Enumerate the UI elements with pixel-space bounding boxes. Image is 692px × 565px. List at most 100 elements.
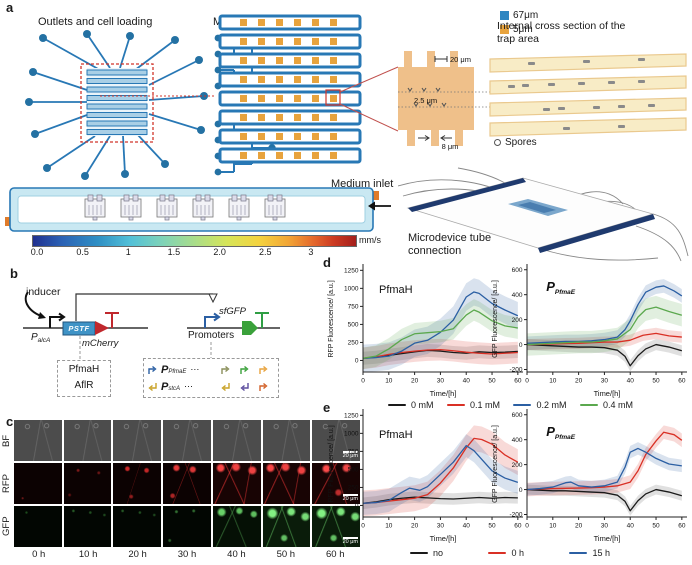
legend-color-dash: [513, 403, 532, 407]
tf-pfmah: PfmaH: [68, 364, 100, 375]
colorbar-tick: 0.5: [76, 247, 89, 257]
spore-icon: [494, 139, 501, 146]
y-tick-label: -200: [509, 367, 522, 374]
plot-annotation: PPfmaE: [546, 279, 576, 296]
micrograph-rfp-1: [63, 463, 112, 504]
plot-annotation: PfmaH: [379, 429, 413, 441]
legend-color-dash: [410, 551, 428, 555]
microdevice-3d-schematic: [398, 167, 689, 262]
micrograph-rfp-2: [113, 463, 162, 504]
trap-inlet-square: [294, 19, 301, 26]
layer-bands: [489, 53, 687, 137]
micrograph-bf-1: [63, 420, 112, 461]
chip-overview-schematic: [25, 30, 208, 180]
micrograph-gfp-4: [212, 506, 261, 547]
legend-label: no: [433, 548, 444, 558]
y-tick-label: 1000: [344, 431, 359, 438]
trap-inlet-square: [294, 57, 301, 64]
series-line: [526, 285, 683, 344]
x-tick-label: 50: [488, 378, 496, 385]
series-band: [363, 491, 518, 510]
time-label: 40 h: [227, 549, 246, 560]
colorbar-tick: 1: [125, 247, 131, 257]
legend-label: 0.4 mM: [602, 400, 633, 410]
time-label: 50 h: [276, 549, 296, 560]
trap-inlet-square: [330, 114, 337, 121]
micrograph-rfp-6: 20 μm: [312, 463, 360, 504]
zoom-region-box: [80, 63, 154, 143]
trap-inlet-square: [312, 57, 319, 64]
series-line: [362, 291, 519, 359]
velocity-colorbar: [32, 235, 357, 247]
trap-inlet-square: [276, 57, 283, 64]
x-tick-label: 10: [549, 523, 557, 530]
trap-inlet-square: [276, 38, 283, 45]
row-label-rfp: RFP: [1, 474, 12, 493]
panel-label-c: c: [6, 414, 14, 429]
legend-label: 0.2 mM: [536, 400, 567, 410]
trap-inlet-square: [330, 95, 337, 102]
slit-lines: [398, 91, 492, 108]
trap-inlet-square: [294, 38, 301, 45]
trap-inlet-square: [312, 152, 319, 159]
channels: [218, 14, 362, 164]
promoter-down-icon: [221, 382, 230, 391]
trap-inlet-square: [258, 114, 265, 121]
y-tick-label: 750: [348, 449, 359, 456]
x-tick-label: 60: [514, 378, 522, 385]
growth-channel: [218, 52, 362, 69]
y-axis-label: GFP Fluorescence/ [a.u.]: [492, 280, 499, 358]
trap-inlet-square: [312, 38, 319, 45]
trap-inlet-square: [312, 76, 319, 83]
x-tick-label: 0: [361, 523, 365, 530]
timelapse-grid: 20 μm 20 μm 20 μm: [14, 420, 360, 547]
tf-aflr: AflR: [74, 380, 94, 391]
flow-simulation-channel: [5, 187, 391, 232]
dim-marks: [418, 56, 452, 141]
y-tick-label: 0: [519, 487, 523, 494]
legend-color-dash: [388, 403, 406, 407]
micrograph-bf-3: [163, 420, 211, 461]
legend-item: no: [410, 548, 443, 558]
plot-annotation: PfmaH: [379, 284, 413, 296]
trap-inlet-square: [240, 76, 247, 83]
promoter-up-icon: [148, 365, 157, 374]
row-label-bf: BF: [1, 434, 12, 447]
inducer-arrowhead: [38, 312, 46, 319]
trap-inlet-square: [258, 95, 265, 102]
colorbar-ticks: 0.0 0.5 1 1.5 2.0 2.5 3: [31, 247, 372, 259]
panel-label-d: d: [323, 255, 331, 270]
x-axis-label: Time/[h]: [594, 534, 621, 543]
mcherry-label: mCherry: [82, 338, 119, 349]
y-axis-label: RFP Fluorescence/ [a.u.]: [328, 425, 335, 502]
series-line: [362, 349, 518, 359]
trap-body: [398, 51, 474, 146]
x-axis-label: Time/[h]: [430, 389, 457, 398]
trap-inlet-square: [240, 133, 247, 140]
micrograph-gfp-1: [63, 506, 112, 547]
plot-annotation: PPfmaE: [546, 424, 576, 441]
growth-channel: [218, 128, 362, 145]
trap-inlet-square: [258, 57, 265, 64]
panel-label-a: a: [6, 0, 14, 15]
trap-inlet-square: [330, 152, 337, 159]
x-tick-label: 20: [575, 523, 583, 530]
micrograph-rfp-5: [262, 463, 311, 504]
micrograph-rfp-3: [163, 463, 211, 504]
promoter-up-icon: [221, 365, 230, 374]
x-tick-label: 40: [463, 378, 471, 385]
colorbar-tick: 1.5: [167, 247, 181, 257]
slab-edge-right: [538, 214, 655, 253]
legend-label: 5μm: [513, 24, 533, 35]
series-line: [526, 447, 682, 491]
genetic-construct-schematic: [23, 291, 280, 360]
legend-item: 0.2 mM: [513, 400, 567, 410]
series-band: [527, 484, 682, 516]
micrograph-gfp-5: [262, 506, 311, 547]
spores-label: Spores: [505, 137, 537, 148]
series-line: [362, 348, 518, 359]
